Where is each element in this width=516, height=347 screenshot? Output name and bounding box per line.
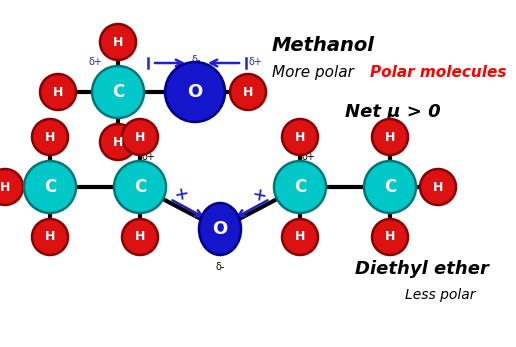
Text: H: H — [295, 130, 305, 144]
Text: H: H — [0, 180, 10, 194]
Text: δ+: δ+ — [141, 152, 155, 162]
Circle shape — [40, 74, 76, 110]
Text: O: O — [187, 83, 203, 101]
Text: O: O — [213, 220, 228, 238]
Circle shape — [122, 219, 158, 255]
Ellipse shape — [199, 203, 241, 255]
Text: C: C — [384, 178, 396, 196]
Text: Less polar: Less polar — [405, 288, 476, 302]
Text: H: H — [243, 85, 253, 99]
Circle shape — [420, 169, 456, 205]
Text: H: H — [135, 130, 145, 144]
Circle shape — [372, 119, 408, 155]
Text: H: H — [113, 35, 123, 49]
Text: H: H — [295, 230, 305, 244]
Circle shape — [100, 124, 136, 160]
Text: H: H — [53, 85, 63, 99]
Text: More polar: More polar — [272, 65, 354, 79]
Circle shape — [24, 161, 76, 213]
Circle shape — [114, 161, 166, 213]
Text: Net μ > 0: Net μ > 0 — [345, 103, 441, 121]
Text: Diethyl ether: Diethyl ether — [355, 260, 489, 278]
Text: C: C — [112, 83, 124, 101]
Text: H: H — [385, 230, 395, 244]
Text: H: H — [385, 130, 395, 144]
Circle shape — [165, 62, 225, 122]
Circle shape — [32, 119, 68, 155]
Circle shape — [92, 66, 144, 118]
Circle shape — [282, 219, 318, 255]
Circle shape — [100, 24, 136, 60]
Circle shape — [274, 161, 326, 213]
Text: H: H — [135, 230, 145, 244]
Text: H: H — [45, 130, 55, 144]
Text: ×: × — [170, 185, 189, 205]
Circle shape — [230, 74, 266, 110]
Text: H: H — [433, 180, 443, 194]
Text: δ-: δ- — [215, 262, 224, 272]
Circle shape — [372, 219, 408, 255]
Circle shape — [364, 161, 416, 213]
Circle shape — [32, 219, 68, 255]
Text: H: H — [113, 135, 123, 149]
Text: H: H — [45, 230, 55, 244]
Text: C: C — [44, 178, 56, 196]
Text: δ+: δ+ — [248, 57, 262, 67]
Text: δ-: δ- — [191, 55, 201, 65]
Circle shape — [0, 169, 23, 205]
Text: C: C — [294, 178, 306, 196]
Text: C: C — [134, 178, 146, 196]
Text: δ+: δ+ — [88, 57, 102, 67]
Text: ×: × — [250, 185, 269, 205]
Text: Polar molecules: Polar molecules — [370, 65, 507, 79]
Circle shape — [282, 119, 318, 155]
Circle shape — [122, 119, 158, 155]
Text: δ+: δ+ — [301, 152, 315, 162]
Text: Methanol: Methanol — [272, 35, 375, 54]
